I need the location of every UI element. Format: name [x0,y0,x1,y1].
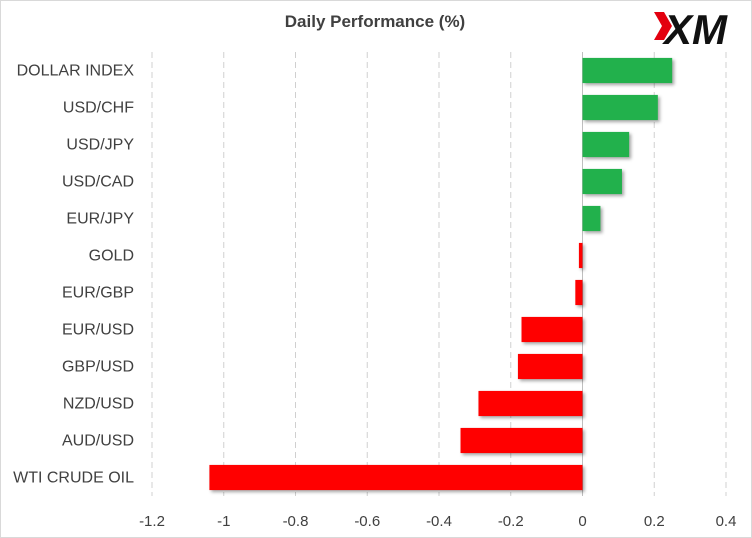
category-label: EUR/USD [62,322,134,339]
category-labels: DOLLAR INDEX USD/CHF USD/JPY USD/CAD EUR/JPY… [13,63,134,487]
bars-layer [209,57,673,491]
category-label: GOLD [89,248,134,265]
bar [460,427,583,454]
bar [582,131,630,158]
x-tick-label: -0.6 [354,513,380,530]
bar [478,390,583,417]
bar [209,464,583,491]
bar [582,168,622,195]
x-tick-label: -1 [217,513,230,530]
bar [575,279,583,306]
category-label: USD/CHF [63,100,134,117]
category-label: WTI CRUDE OIL [13,470,134,487]
bar [521,316,583,343]
x-tick-label: -1.2 [139,513,165,530]
category-label: GBP/USD [62,359,134,376]
bar [578,242,583,269]
x-tick-label: 0.2 [644,513,665,530]
logo-accent-mark [654,12,672,40]
grid-layer [151,52,727,496]
category-label: USD/JPY [66,137,134,154]
x-tick-label: -0.4 [426,513,452,530]
xm-logo: XM [654,6,728,50]
bar [517,353,583,380]
category-label: EUR/GBP [62,285,134,302]
bar [582,57,673,84]
x-axis-ticks: -1.2 -1 -0.8 -0.6 -0.4 -0.2 0 0.2 0.4 [139,513,736,530]
chart-title: Daily Performance (%) [284,12,466,31]
category-label: EUR/JPY [66,211,134,228]
x-tick-label: -0.2 [498,513,524,530]
bar [582,205,601,232]
x-tick-label: -0.8 [283,513,309,530]
category-label: USD/CAD [62,174,134,191]
category-label: DOLLAR INDEX [17,63,135,80]
x-tick-label: 0 [578,513,586,530]
category-label: NZD/USD [63,396,134,413]
x-tick-label: 0.4 [716,513,737,530]
category-label: AUD/USD [62,433,134,450]
bar [582,94,658,121]
logo-text: XM [662,6,728,50]
